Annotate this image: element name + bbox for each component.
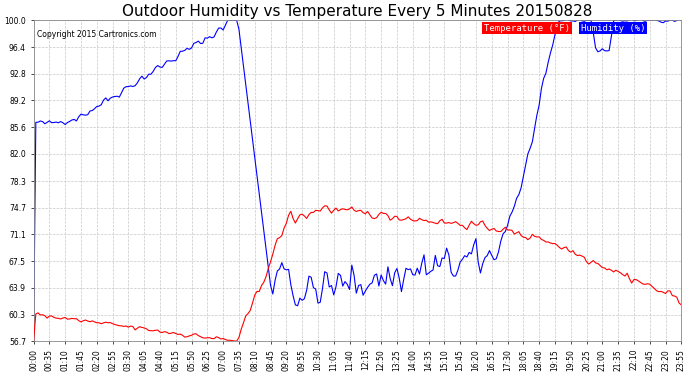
Text: Copyright 2015 Cartronics.com: Copyright 2015 Cartronics.com xyxy=(37,30,157,39)
Text: Temperature (°F): Temperature (°F) xyxy=(484,24,570,33)
Title: Outdoor Humidity vs Temperature Every 5 Minutes 20150828: Outdoor Humidity vs Temperature Every 5 … xyxy=(122,4,593,19)
Text: Humidity (%): Humidity (%) xyxy=(581,24,645,33)
